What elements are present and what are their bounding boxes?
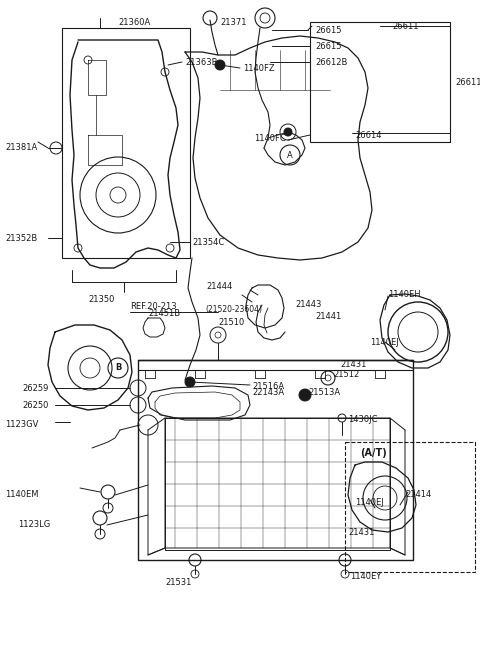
Circle shape (215, 60, 225, 70)
Text: 26250: 26250 (22, 401, 48, 410)
Circle shape (299, 389, 311, 401)
Text: A: A (287, 151, 293, 160)
Text: 21371: 21371 (220, 18, 247, 27)
Text: REF.20-213: REF.20-213 (130, 302, 177, 311)
Text: 1140FC: 1140FC (254, 134, 286, 143)
Text: 21352B: 21352B (5, 234, 37, 243)
Text: 26615: 26615 (315, 42, 341, 51)
Text: 1140EJ: 1140EJ (355, 498, 384, 507)
Text: 21441: 21441 (315, 312, 341, 321)
Text: 26259: 26259 (22, 384, 48, 393)
Text: 21531: 21531 (165, 578, 192, 587)
Circle shape (185, 377, 195, 387)
Text: 21414: 21414 (405, 490, 431, 499)
Circle shape (284, 128, 292, 136)
Text: B: B (115, 364, 121, 373)
Text: 26611: 26611 (392, 22, 419, 31)
Text: 21510: 21510 (218, 318, 244, 327)
Text: 21451B: 21451B (148, 309, 180, 318)
Bar (62, 28, 190, 258)
Text: (21520-23604): (21520-23604) (205, 305, 262, 314)
Text: 21516A: 21516A (252, 382, 284, 391)
Text: 21431: 21431 (348, 528, 374, 537)
Text: 1123GV: 1123GV (5, 420, 38, 429)
Text: 1140EH: 1140EH (388, 290, 420, 299)
Text: 22143A: 22143A (252, 388, 284, 397)
Text: 21444: 21444 (206, 282, 232, 291)
Bar (165, 418, 390, 550)
Text: 21513A: 21513A (308, 388, 340, 397)
Text: 26612B: 26612B (315, 58, 348, 67)
Text: 21431: 21431 (340, 360, 366, 369)
Bar (138, 360, 413, 560)
Text: 26611A: 26611A (455, 78, 480, 87)
Text: 1123LG: 1123LG (18, 520, 50, 529)
Text: 21443: 21443 (295, 300, 322, 309)
Text: 26615: 26615 (315, 26, 341, 35)
Text: 21354C: 21354C (192, 238, 224, 247)
Text: 1140FZ: 1140FZ (243, 64, 275, 73)
Text: 21363B: 21363B (185, 58, 217, 67)
Text: 21512: 21512 (333, 370, 359, 379)
Bar (310, 22, 450, 142)
Text: 21360A: 21360A (118, 18, 150, 27)
Text: 1140EM: 1140EM (5, 490, 38, 499)
Text: 26614: 26614 (355, 131, 382, 140)
Text: 21381A: 21381A (5, 143, 37, 152)
Text: 1140EJ: 1140EJ (370, 338, 399, 347)
Text: 21350: 21350 (88, 295, 114, 304)
Text: 1140EY: 1140EY (350, 572, 381, 581)
Text: 1430JC: 1430JC (348, 415, 377, 424)
Text: (A/T): (A/T) (360, 448, 387, 458)
Bar (345, 442, 475, 572)
